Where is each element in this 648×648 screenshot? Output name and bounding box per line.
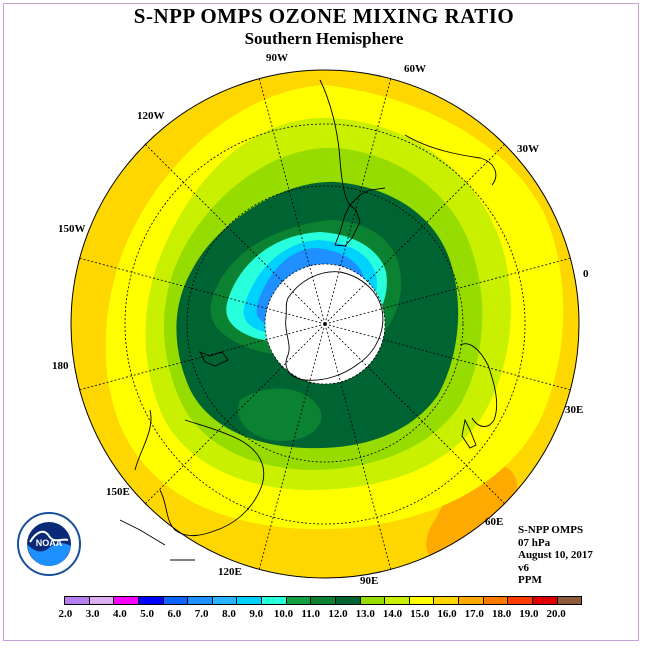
colorbar-swatch: [335, 597, 361, 604]
colorbar-swatch: [138, 597, 164, 604]
colorbar-tick-label: 5.0: [140, 608, 155, 620]
new-zealand: [199, 351, 229, 367]
lat-circle-45s: [124, 123, 526, 525]
colorbar-tick-label: 16.0: [437, 608, 457, 620]
colorbar-swatch: [360, 597, 386, 604]
info-date: August 10, 2017: [518, 549, 593, 561]
info-panel: S-NPP OMPS 07 hPa August 10, 2017 v6 PPM: [518, 524, 593, 587]
info-instrument: S-NPP OMPS: [518, 524, 584, 536]
colorbar-swatch: [262, 597, 287, 604]
logo-wave: [27, 543, 71, 566]
colorbar-tick-label: 18.0: [491, 608, 512, 620]
lon-label-150e: 150E: [106, 486, 130, 498]
band-10-11-patch: [238, 388, 322, 441]
colorbar-tick-label: 6.0: [167, 608, 182, 620]
colorbar-swatch: [409, 597, 435, 604]
islands-coast: [119, 409, 195, 561]
lat-circle-60s: [186, 185, 464, 463]
band-16-17: [426, 464, 518, 561]
colorbar-tick-label: 14.0: [382, 608, 403, 620]
south-america-coast: [319, 79, 386, 206]
colorbar-tick-label: 10.0: [273, 608, 294, 620]
map-subtitle: Southern Hemisphere: [244, 29, 404, 48]
colorbar-swatch: [508, 597, 533, 604]
colorbar-swatch: [311, 597, 336, 604]
colorbar-tick-label: 2.0: [58, 608, 73, 620]
colorbar-tick-label: 13.0: [355, 608, 375, 620]
colorbar-swatch: [459, 597, 484, 604]
info-units: PPM: [518, 574, 542, 586]
colorbar-tick-label: 12.0: [328, 608, 348, 620]
madagascar: [461, 418, 477, 449]
noaa-logo: NOAA: [17, 512, 81, 576]
antarctic-peninsula: [334, 204, 361, 247]
lon-label-30w: 30W: [517, 143, 539, 155]
info-level: 07 hPa: [518, 536, 551, 549]
colorbar-tick-label: 20.0: [546, 608, 566, 620]
colorbar-swatch: [434, 597, 459, 604]
lon-label-60w: 60W: [404, 63, 426, 75]
colorbar-tick-label: 3.0: [85, 608, 100, 620]
lon-label-90e: 90E: [360, 575, 379, 587]
colorbar-tick-label: 9.0: [249, 608, 264, 620]
colorbar-swatch: [163, 597, 189, 604]
map-boundary: [70, 69, 580, 579]
colorbar-tick-label: 17.0: [464, 608, 484, 620]
info-version: v6: [518, 561, 529, 574]
lon-label-60e: 60E: [485, 516, 504, 528]
ozone-field: [71, 70, 579, 578]
colorbar-swatch: [89, 597, 115, 604]
colorbar-swatch: [188, 597, 213, 604]
lon-label-180: 180: [52, 360, 69, 372]
logo-bird: [29, 530, 69, 543]
figure-border: [3, 3, 639, 641]
lat-circle-75s: [264, 263, 386, 385]
colorbar-swatch: [483, 597, 509, 604]
colorbar-tick-label: 4.0: [113, 608, 127, 620]
graticule: [79, 78, 571, 570]
colorbar-tick-label: 15.0: [410, 608, 430, 620]
lon-label-120e: 120E: [218, 566, 242, 578]
lon-label-30e: 30E: [565, 404, 584, 416]
logo-text: NOAA: [36, 538, 63, 548]
colorbar-tick-label: 7.0: [194, 608, 209, 620]
colorbar-tick-label: 19.0: [519, 608, 539, 620]
lon-label-150w: 150W: [58, 223, 86, 235]
antarctica-coast: [285, 271, 384, 381]
map-title: S-NPP OMPS OZONE MIXING RATIO: [133, 4, 515, 28]
coastlines: [119, 79, 498, 561]
lon-label-120w: 120W: [137, 110, 165, 122]
south-america-east: [404, 134, 497, 186]
colorbar-swatch: [532, 597, 558, 604]
colorbar: [64, 596, 582, 605]
colorbar-swatch: [286, 597, 312, 604]
colorbar-swatch: [385, 597, 410, 604]
colorbar-swatch: [114, 597, 139, 604]
colorbar-swatch: [65, 597, 90, 604]
lon-label-0: 0: [583, 268, 589, 280]
colorbar-tick-label: 11.0: [301, 608, 321, 620]
colorbar-swatch: [557, 597, 582, 604]
south-pole-marker: [323, 322, 327, 326]
colorbar-swatch: [237, 597, 262, 604]
africa-coast: [459, 343, 498, 427]
lon-label-90w: 90W: [266, 52, 288, 64]
colorbar-swatch: [212, 597, 238, 604]
colorbar-tick-label: 8.0: [222, 608, 236, 620]
